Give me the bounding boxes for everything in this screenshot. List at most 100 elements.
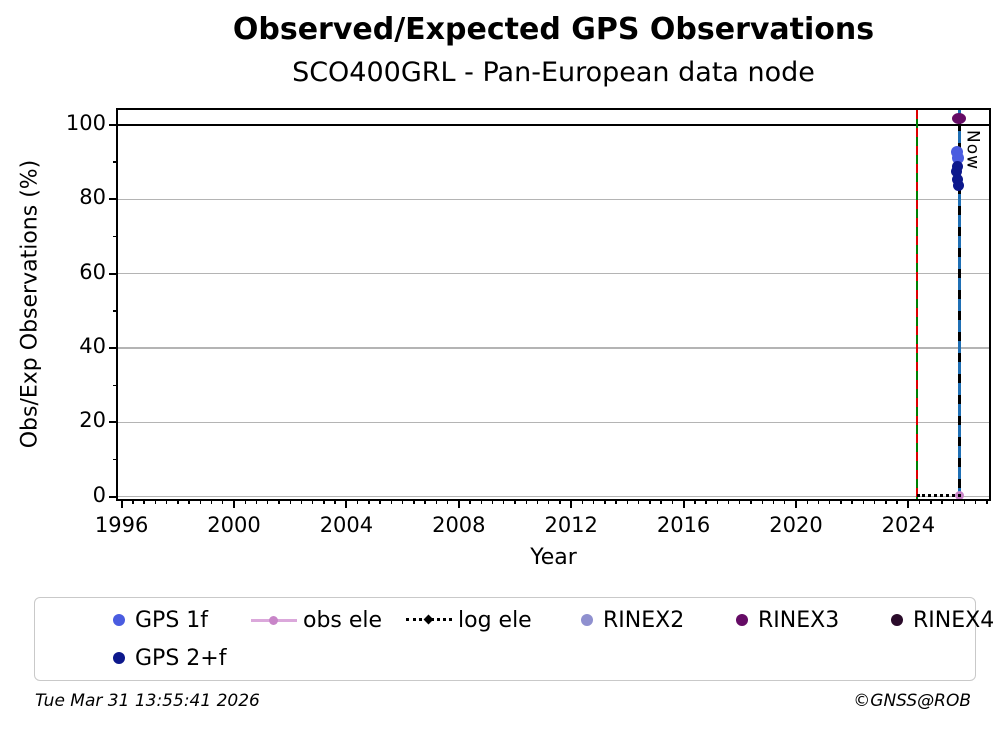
x-minor-tick xyxy=(649,499,651,504)
gridline-y40 xyxy=(118,347,989,349)
x-minor-tick xyxy=(503,499,505,504)
x-minor-tick xyxy=(952,499,954,504)
x-tick-label: 2012 xyxy=(544,513,598,537)
x-minor-tick xyxy=(312,499,314,504)
x-minor-tick xyxy=(491,499,494,504)
legend-dot-marker xyxy=(891,614,903,626)
legend-item-rinex3: RINEX3 xyxy=(736,605,839,635)
y-minor-tick xyxy=(113,310,118,312)
x-minor-tick xyxy=(401,499,404,504)
x-minor-tick xyxy=(660,499,662,504)
y-major-tick xyxy=(109,198,118,201)
legend-label: log ele xyxy=(458,607,532,633)
x-minor-tick xyxy=(930,499,932,504)
x-minor-tick xyxy=(289,499,291,504)
x-minor-tick xyxy=(941,499,943,504)
x-tick-label: 2004 xyxy=(319,513,374,537)
x-minor-tick xyxy=(480,499,482,504)
gridline-y80 xyxy=(118,198,989,200)
x-minor-tick xyxy=(267,499,269,504)
x-minor-tick xyxy=(222,499,224,504)
x-minor-tick xyxy=(132,499,134,504)
x-minor-tick xyxy=(469,499,471,504)
x-minor-tick xyxy=(581,499,584,504)
x-minor-tick xyxy=(143,499,145,504)
data-point-gps-2-f xyxy=(951,165,963,177)
y-minor-tick xyxy=(113,458,118,461)
footer-credit: ©GNSS@ROB xyxy=(853,691,971,711)
legend-dot-marker xyxy=(736,614,748,626)
data-point-gps-2-f xyxy=(952,180,964,192)
x-minor-tick xyxy=(716,499,718,504)
legend-item-obs-ele: obs ele xyxy=(251,605,382,635)
x-minor-tick xyxy=(368,499,370,504)
legend-item-rinex2: RINEX2 xyxy=(581,605,684,635)
x-minor-tick xyxy=(210,499,213,504)
x-major-tick xyxy=(794,499,797,508)
x-minor-tick xyxy=(885,499,887,504)
gridline-y20 xyxy=(118,421,989,424)
x-minor-tick xyxy=(806,499,808,504)
x-minor-tick xyxy=(671,499,674,504)
gridline-y60 xyxy=(118,272,989,275)
x-minor-tick xyxy=(300,499,303,504)
x-minor-tick xyxy=(750,499,752,504)
x-minor-tick xyxy=(323,499,325,504)
legend-item-gps-2-f: GPS 2+f xyxy=(113,643,226,673)
legend-label: RINEX2 xyxy=(603,607,685,633)
x-minor-tick xyxy=(446,499,449,504)
x-minor-tick xyxy=(255,499,258,504)
y-tick-label: 80 xyxy=(79,185,106,210)
x-minor-tick xyxy=(424,499,426,504)
x-minor-tick xyxy=(761,499,763,504)
x-minor-tick xyxy=(739,499,741,504)
x-minor-tick xyxy=(413,499,415,504)
x-minor-tick xyxy=(154,499,157,504)
x-minor-tick xyxy=(514,499,516,504)
series-log-ele-line xyxy=(916,494,962,498)
x-tick-label: 2008 xyxy=(432,513,486,537)
x-minor-tick xyxy=(986,499,988,504)
x-minor-tick xyxy=(840,499,842,504)
chart-subtitle: SCO400GRL - Pan-European data node xyxy=(292,57,815,88)
x-major-tick xyxy=(570,499,573,508)
data-start-line-dashes xyxy=(915,110,919,499)
legend-dot-marker xyxy=(113,614,125,626)
x-axis-label: Year xyxy=(530,545,577,570)
x-minor-tick xyxy=(727,499,730,504)
x-minor-tick xyxy=(615,499,617,504)
legend-label: GPS 1f xyxy=(135,607,209,633)
x-minor-tick xyxy=(165,499,168,504)
chart-title: Observed/Expected GPS Observations xyxy=(232,12,875,47)
x-minor-tick xyxy=(536,499,539,504)
x-major-tick xyxy=(345,499,348,508)
x-minor-tick xyxy=(278,499,280,504)
y-major-tick xyxy=(109,123,118,126)
x-minor-tick xyxy=(851,499,853,504)
legend-item-log-ele: log ele xyxy=(406,605,532,635)
x-minor-tick xyxy=(356,499,359,504)
data-point-gps-2-f xyxy=(952,174,964,186)
legend-label: RINEX3 xyxy=(758,607,840,633)
x-minor-tick xyxy=(548,499,550,504)
x-minor-tick xyxy=(784,499,786,504)
x-minor-tick xyxy=(244,499,246,504)
legend-label: GPS 2+f xyxy=(135,645,227,671)
x-tick-label: 2020 xyxy=(769,513,823,537)
legend-item-rinex4: RINEX4 xyxy=(891,605,994,635)
now-label: Now xyxy=(962,130,983,171)
x-minor-tick xyxy=(604,499,606,504)
x-minor-tick xyxy=(334,499,336,504)
now-line-dashes xyxy=(957,110,961,499)
legend: GPS 1f obs ele log ele RINEX2 RINEX3 RINEX4 GP… xyxy=(34,597,994,681)
y-tick-label: 60 xyxy=(79,259,106,284)
x-major-tick xyxy=(120,499,123,508)
legend-dot-marker xyxy=(581,614,593,626)
legend-line-marker xyxy=(251,614,297,626)
gridline-y0 xyxy=(118,496,989,498)
x-minor-tick xyxy=(592,499,595,504)
plot-frame xyxy=(116,108,991,501)
legend-dotted-marker xyxy=(406,614,452,626)
x-tick-label: 2024 xyxy=(881,513,936,537)
